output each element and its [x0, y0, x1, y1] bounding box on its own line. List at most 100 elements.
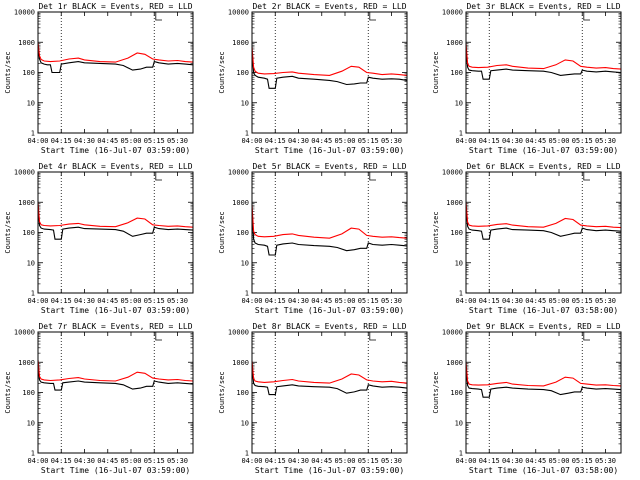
chart-title: Det 7r BLACK = Events, RED = LLD [38, 322, 192, 331]
x-tick-label: 05:30 [167, 457, 188, 465]
x-tick-label: 05:30 [595, 297, 616, 305]
x-tick-label: 05:00 [334, 297, 355, 305]
chart-panel-7: Det 7r BLACK = Events, RED = LLD Start Ti… [4, 322, 194, 475]
y-tick-label: 10 [455, 99, 463, 107]
plot-frame [251, 171, 408, 294]
y-tick-label: 1 [245, 290, 249, 298]
series-line-lld [251, 205, 408, 239]
y-tick-label: 10000 [442, 169, 463, 177]
y-tick-label: 10000 [228, 329, 249, 337]
y-tick-label: 100 [450, 389, 463, 397]
bracket-marker [155, 172, 162, 181]
plot-frame [37, 11, 194, 134]
x-tick-label: 04:45 [97, 137, 118, 145]
x-axis-label: Start Time (16-Jul-07 03:59:00) [255, 306, 404, 315]
y-tick-label: 10 [27, 419, 35, 427]
x-tick-label: 05:30 [381, 137, 402, 145]
series-line-events [37, 365, 194, 391]
series-line-lld [37, 42, 194, 63]
x-tick-label: 04:15 [51, 457, 72, 465]
y-tick-label: 10000 [442, 9, 463, 17]
y-tick-label: 1000 [446, 39, 463, 47]
x-tick-label: 05:00 [548, 137, 569, 145]
plot-frame [465, 171, 622, 294]
x-tick-label: 04:00 [455, 137, 476, 145]
x-tick-label: 04:30 [288, 297, 309, 305]
y-tick-label: 10000 [228, 169, 249, 177]
x-tick-label: 04:45 [311, 297, 332, 305]
bracket-marker [583, 332, 590, 341]
x-axis-label: Start Time (16-Jul-07 03:59:00) [255, 146, 404, 155]
chart-panel-1: Det 1r BLACK = Events, RED = LLD Start Ti… [4, 2, 194, 155]
chart-title: Det 3r BLACK = Events, RED = LLD [466, 2, 620, 11]
x-tick-label: 04:15 [479, 457, 500, 465]
y-tick-label: 10000 [14, 329, 35, 337]
bracket-marker [369, 12, 376, 21]
series-line-events [37, 205, 194, 240]
x-tick-label: 04:45 [525, 297, 546, 305]
x-tick-label: 05:30 [595, 137, 616, 145]
y-tick-label: 1 [459, 130, 463, 138]
x-tick-label: 05:00 [120, 297, 141, 305]
x-tick-label: 05:00 [548, 457, 569, 465]
plot-frame [465, 11, 622, 134]
bracket-marker [583, 172, 590, 181]
x-axis-label: Start Time (16-Jul-07 03:59:00) [41, 146, 190, 155]
chart-panel-4: Det 4r BLACK = Events, RED = LLD Start Ti… [4, 162, 194, 315]
x-tick-label: 04:30 [74, 297, 95, 305]
chart-title: Det 9r BLACK = Events, RED = LLD [466, 322, 620, 331]
y-tick-label: 1000 [232, 39, 249, 47]
y-tick-label: 10 [455, 419, 463, 427]
x-tick-label: 04:30 [502, 137, 523, 145]
y-tick-label: 1000 [18, 39, 35, 47]
y-tick-label: 1 [245, 130, 249, 138]
series-line-lld [37, 202, 194, 228]
y-tick-label: 10000 [14, 9, 35, 17]
y-tick-label: 1000 [18, 199, 35, 207]
y-tick-label: 1000 [446, 199, 463, 207]
series-line-lld [465, 362, 622, 387]
y-axis-label: Counts/sec [218, 371, 226, 413]
chart-title: Det 5r BLACK = Events, RED = LLD [252, 162, 406, 171]
y-tick-label: 10 [241, 259, 249, 267]
chart-title: Det 1r BLACK = Events, RED = LLD [38, 2, 192, 11]
y-tick-label: 10 [241, 419, 249, 427]
series-line-events [251, 365, 408, 396]
series-line-events [37, 46, 194, 74]
x-tick-label: 05:15 [572, 137, 593, 145]
y-tick-label: 10 [241, 99, 249, 107]
y-tick-label: 100 [22, 69, 35, 77]
y-axis-label: Counts/sec [218, 51, 226, 93]
bracket-marker [369, 172, 376, 181]
x-tick-label: 05:00 [548, 297, 569, 305]
x-tick-label: 05:15 [358, 297, 379, 305]
series-line-events [465, 206, 622, 240]
y-tick-label: 1000 [232, 199, 249, 207]
x-tick-label: 04:15 [51, 297, 72, 305]
chart-title: Det 4r BLACK = Events, RED = LLD [38, 162, 192, 171]
x-tick-label: 04:30 [288, 137, 309, 145]
y-tick-label: 1 [459, 290, 463, 298]
chart-panel-3: Det 3r BLACK = Events, RED = LLD Start Ti… [432, 2, 622, 155]
series-line-events [465, 366, 622, 398]
y-axis-label: Counts/sec [4, 371, 12, 413]
y-tick-label: 100 [236, 389, 249, 397]
x-tick-label: 05:30 [167, 137, 188, 145]
x-axis-label: Start Time (16-Jul-07 03:59:00) [255, 466, 404, 475]
x-tick-label: 05:00 [120, 137, 141, 145]
y-tick-label: 10000 [14, 169, 35, 177]
y-tick-label: 1 [459, 450, 463, 458]
x-tick-label: 04:15 [265, 137, 286, 145]
series-line-events [465, 48, 622, 80]
y-tick-label: 10 [27, 99, 35, 107]
y-tick-label: 1000 [18, 359, 35, 367]
y-axis-label: Counts/sec [432, 51, 440, 93]
series-line-lld [251, 46, 408, 76]
y-axis-label: Counts/sec [432, 371, 440, 413]
y-tick-label: 1 [245, 450, 249, 458]
x-tick-label: 04:45 [311, 137, 332, 145]
x-tick-label: 04:15 [265, 297, 286, 305]
series-line-events [251, 51, 408, 89]
y-tick-label: 100 [236, 229, 249, 237]
